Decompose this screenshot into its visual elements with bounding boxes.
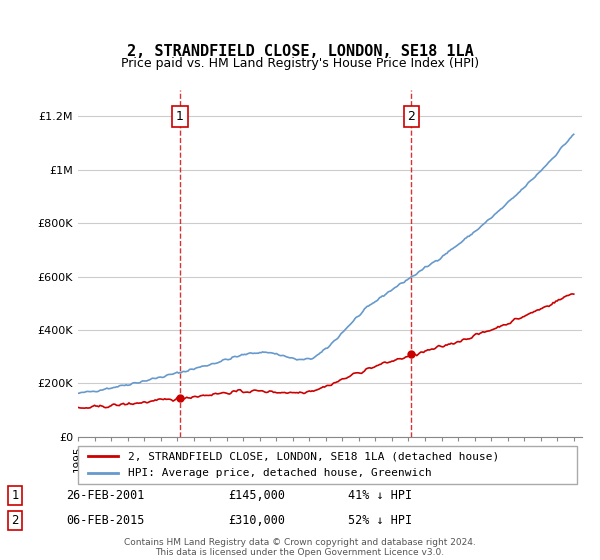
Text: Price paid vs. HM Land Registry's House Price Index (HPI): Price paid vs. HM Land Registry's House …: [121, 57, 479, 70]
Text: 2, STRANDFIELD CLOSE, LONDON, SE18 1LA: 2, STRANDFIELD CLOSE, LONDON, SE18 1LA: [127, 44, 473, 59]
FancyBboxPatch shape: [78, 446, 577, 484]
Text: 2, STRANDFIELD CLOSE, LONDON, SE18 1LA (detached house): 2, STRANDFIELD CLOSE, LONDON, SE18 1LA (…: [128, 451, 500, 461]
Text: Contains HM Land Registry data © Crown copyright and database right 2024.
This d: Contains HM Land Registry data © Crown c…: [124, 538, 476, 557]
Text: 26-FEB-2001: 26-FEB-2001: [66, 489, 145, 502]
Text: £145,000: £145,000: [228, 489, 285, 502]
Text: HPI: Average price, detached house, Greenwich: HPI: Average price, detached house, Gree…: [128, 468, 432, 478]
Text: 2: 2: [11, 514, 19, 527]
Text: 1: 1: [176, 110, 184, 123]
Text: 52% ↓ HPI: 52% ↓ HPI: [348, 514, 412, 527]
Text: £310,000: £310,000: [228, 514, 285, 527]
Text: 1: 1: [11, 489, 19, 502]
Text: 41% ↓ HPI: 41% ↓ HPI: [348, 489, 412, 502]
Text: 2: 2: [407, 110, 415, 123]
Text: 06-FEB-2015: 06-FEB-2015: [66, 514, 145, 527]
